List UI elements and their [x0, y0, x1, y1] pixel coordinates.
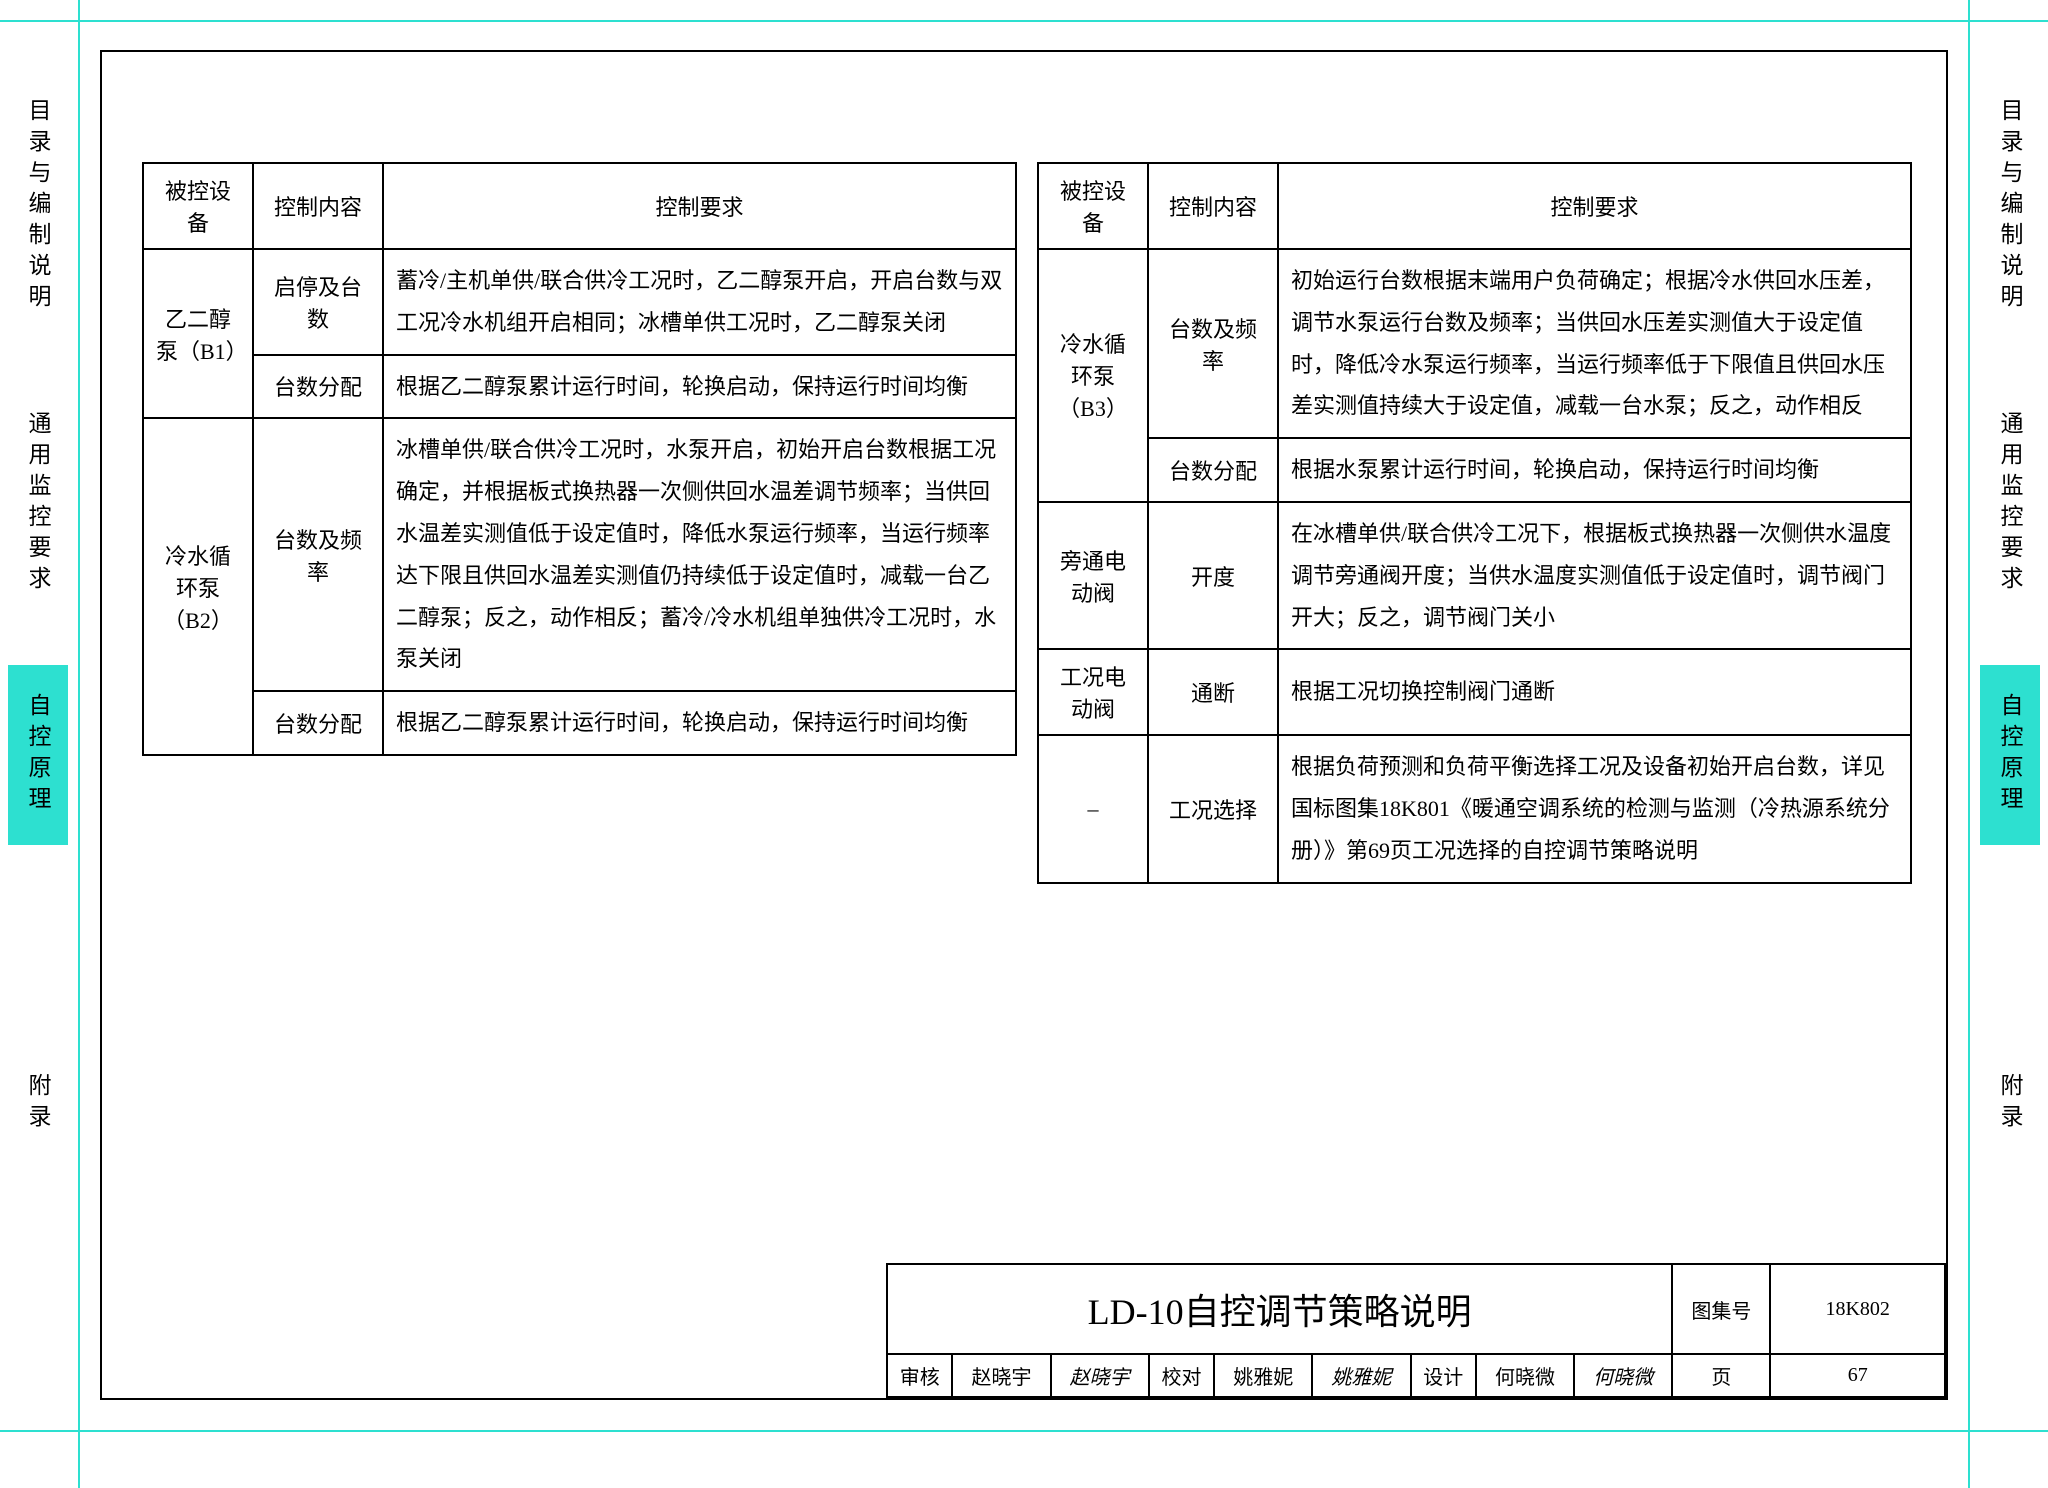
check-label: 校对 [1149, 1354, 1214, 1397]
review-label: 审核 [887, 1354, 952, 1397]
table-cell: 乙二醇泵（B1） [143, 249, 253, 418]
tab-appendix[interactable]: 附录 [8, 1045, 68, 1163]
tab-general-r[interactable]: 通用监控要求 [1980, 383, 2040, 625]
table-cell: 根据乙二醇泵累计运行时间，轮换启动，保持运行时间均衡 [383, 355, 1016, 419]
set-label: 图集号 [1672, 1264, 1770, 1354]
table-cell: 根据乙二醇泵累计运行时间，轮换启动，保持运行时间均衡 [383, 691, 1016, 755]
guide-top [0, 20, 2048, 22]
review-sig: 赵晓宇 [1051, 1354, 1149, 1397]
table-cell: 冰槽单供/联合供冷工况时，水泵开启，初始开启台数根据工况确定，并根据板式换热器一… [383, 418, 1016, 691]
control-table-right: 被控设备 控制内容 控制要求 冷水循环泵（B3） 台数及频率 初始运行台数根据末… [1037, 162, 1912, 884]
table-cell: 工况选择 [1148, 735, 1278, 882]
table-cell: 根据负荷预测和负荷平衡选择工况及设备初始开启台数，详见国标图集18K801《暖通… [1278, 735, 1911, 882]
guide-bottom [0, 1430, 2048, 1432]
check-name: 姚雅妮 [1214, 1354, 1312, 1397]
design-name: 何晓微 [1476, 1354, 1574, 1397]
table-cell: – [1038, 735, 1148, 882]
table-cell: 台数分配 [1148, 438, 1278, 502]
table-cell: 冷水循环泵（B3） [1038, 249, 1148, 502]
table-cell: 根据水泵累计运行时间，轮换启动，保持运行时间均衡 [1278, 438, 1911, 502]
th-requirement: 控制要求 [1278, 163, 1911, 249]
check-sig: 姚雅妮 [1312, 1354, 1410, 1397]
table-cell: 蓄冷/主机单供/联合供冷工况时，乙二醇泵开启，开启台数与双工况冷水机组开启相同；… [383, 249, 1016, 355]
th-content: 控制内容 [1148, 163, 1278, 249]
page-label: 页 [1672, 1354, 1770, 1397]
table-cell: 启停及台数 [253, 249, 383, 355]
tab-principle[interactable]: 自控原理 [8, 665, 68, 845]
design-sig: 何晓微 [1574, 1354, 1672, 1397]
guide-left [78, 0, 80, 1488]
tab-toc-r[interactable]: 目录与编制说明 [1980, 70, 2040, 343]
tab-appendix-r[interactable]: 附录 [1980, 1045, 2040, 1163]
table-cell: 开度 [1148, 502, 1278, 649]
table-cell: 在冰槽单供/联合供冷工况下，根据板式换热器一次侧供水温度调节旁通阀开度；当供水温… [1278, 502, 1911, 649]
th-device: 被控设备 [1038, 163, 1148, 249]
table-cell: 工况电动阀 [1038, 649, 1148, 735]
table-cell: 台数分配 [253, 691, 383, 755]
table-cell: 初始运行台数根据末端用户负荷确定；根据冷水供回水压差，调节水泵运行台数及频率；当… [1278, 249, 1911, 438]
tab-principle-r[interactable]: 自控原理 [1980, 665, 2040, 845]
th-requirement: 控制要求 [383, 163, 1016, 249]
tab-toc[interactable]: 目录与编制说明 [8, 70, 68, 343]
side-tabs-right: 目录与编制说明 通用监控要求 自控原理 附录 [1980, 70, 2040, 1163]
table-cell: 根据工况切换控制阀门通断 [1278, 649, 1911, 735]
page-value: 67 [1770, 1354, 1945, 1397]
table-cell: 通断 [1148, 649, 1278, 735]
table-cell: 旁通电动阀 [1038, 502, 1148, 649]
design-label: 设计 [1411, 1354, 1476, 1397]
side-tabs-left: 目录与编制说明 通用监控要求 自控原理 附录 [8, 70, 68, 1163]
table-cell: 台数及频率 [1148, 249, 1278, 438]
drawing-frame: 被控设备 控制内容 控制要求 乙二醇泵（B1） 启停及台数 蓄冷/主机单供/联合… [100, 50, 1948, 1400]
guide-right [1968, 0, 1970, 1488]
table-cell: 台数分配 [253, 355, 383, 419]
review-name: 赵晓宇 [952, 1354, 1050, 1397]
table-cell: 冷水循环泵（B2） [143, 418, 253, 755]
table-cell: 台数及频率 [253, 418, 383, 691]
title-block: LD-10自控调节策略说明 图集号 18K802 审核 赵晓宇 赵晓宇 校对 姚… [886, 1263, 1946, 1398]
drawing-title: LD-10自控调节策略说明 [887, 1264, 1672, 1354]
tab-general[interactable]: 通用监控要求 [8, 383, 68, 625]
content-area: 被控设备 控制内容 控制要求 乙二醇泵（B1） 启停及台数 蓄冷/主机单供/联合… [142, 162, 1912, 884]
th-device: 被控设备 [143, 163, 253, 249]
control-table-left: 被控设备 控制内容 控制要求 乙二醇泵（B1） 启停及台数 蓄冷/主机单供/联合… [142, 162, 1017, 756]
th-content: 控制内容 [253, 163, 383, 249]
set-value: 18K802 [1770, 1264, 1945, 1354]
